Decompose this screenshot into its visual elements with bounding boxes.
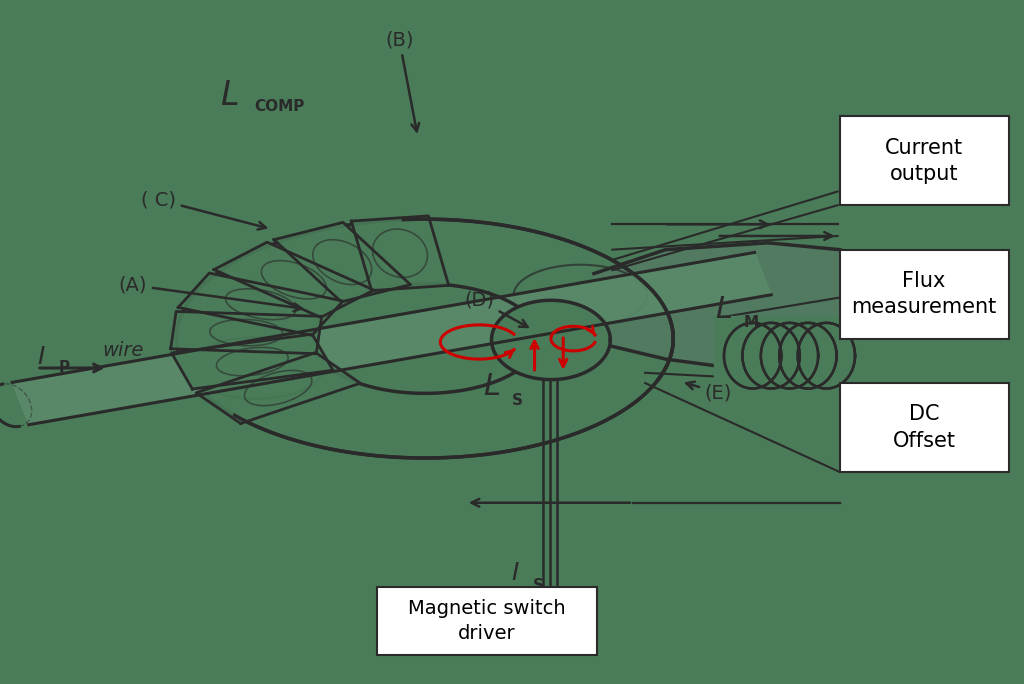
Polygon shape [214,242,374,317]
Text: P: P [58,360,70,376]
Text: $L$: $L$ [220,79,239,112]
Polygon shape [196,352,360,423]
Polygon shape [274,222,411,302]
Bar [840,116,1009,205]
Text: DC
Offset: DC Offset [893,404,955,451]
Text: (A): (A) [119,276,302,311]
Bar [840,383,1009,472]
Text: $L$: $L$ [715,295,732,324]
Polygon shape [714,316,884,395]
Polygon shape [594,243,860,373]
Polygon shape [492,300,610,380]
Text: $I$: $I$ [511,561,519,586]
Text: wire: wire [102,341,143,360]
Text: $I$: $I$ [37,345,45,369]
Polygon shape [351,216,449,291]
Bar [840,250,1009,339]
Text: Flux
measurement: Flux measurement [852,271,996,317]
Text: S: S [532,578,544,593]
Text: ( C): ( C) [141,190,266,230]
Text: S: S [512,393,523,408]
Text: (E): (E) [686,382,732,402]
Bar [377,587,597,655]
Text: Current
output: Current output [885,137,964,184]
Polygon shape [178,273,343,335]
Text: (B): (B) [385,31,419,131]
Polygon shape [171,311,322,354]
Text: $L$: $L$ [483,372,501,401]
Polygon shape [12,252,771,425]
Text: Magnetic switch
driver: Magnetic switch driver [409,599,565,643]
Polygon shape [172,334,333,389]
Text: COMP: COMP [254,98,304,114]
Text: M: M [743,315,759,330]
Text: (D): (D) [464,291,527,327]
